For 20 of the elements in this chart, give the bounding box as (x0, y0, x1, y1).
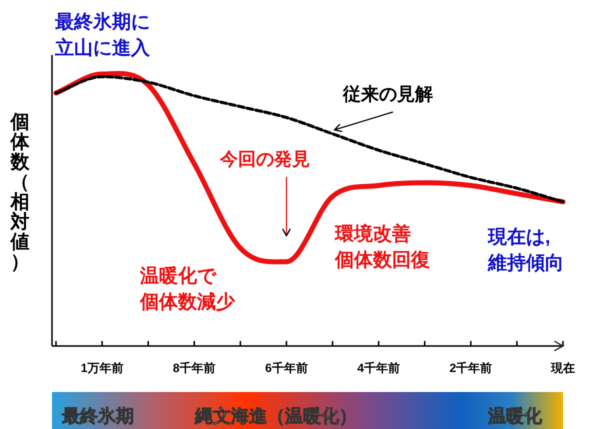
annotation: 温暖化で (139, 265, 217, 287)
y-axis-title: 個体数（相対値） (10, 112, 30, 273)
annotation: 維持傾向 (487, 253, 564, 274)
x-tick-label: 現在 (550, 361, 575, 375)
x-tick-label: 8千年前 (172, 361, 216, 375)
x-tick-label: 4千年前 (357, 361, 400, 375)
x-tick-label: 6千年前 (265, 361, 308, 375)
x-tick-label: 1万年前 (80, 361, 124, 375)
text: 最終氷期 (61, 406, 134, 426)
text: 縄文海進（温暖化） (194, 406, 357, 426)
text: 温暖化 (487, 406, 543, 426)
text: 立山に進入 (54, 37, 151, 59)
annotation: 環境改善 (334, 223, 411, 245)
text: 最終氷期に (54, 11, 150, 33)
annotation: 個体数回復 (334, 250, 430, 271)
series-label: 今回の発見 (219, 149, 310, 169)
annotation: 個体数減少 (139, 291, 236, 313)
x-tick-label: 2千年前 (449, 361, 492, 375)
annotation: 現在は, (487, 227, 550, 248)
series-label: 従来の見解 (342, 84, 433, 104)
